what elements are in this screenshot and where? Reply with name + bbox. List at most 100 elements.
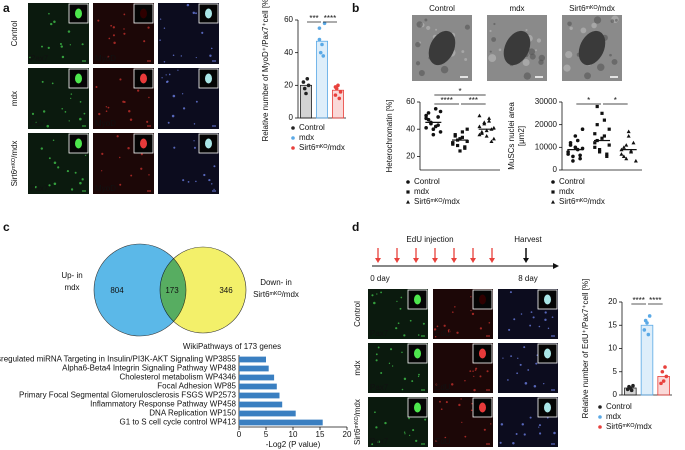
speckle (444, 436, 447, 439)
speckle (79, 101, 82, 103)
data-point (465, 127, 469, 131)
speckle (507, 379, 509, 381)
data-point (304, 91, 308, 96)
texture (493, 22, 496, 26)
bar (331, 89, 344, 119)
micrograph-grid: Control Pax7 EdU mdx Pax7 EdU Sirt6ᵐᴷᴼ/mdx Pax7… (353, 289, 558, 447)
data-point (631, 383, 635, 388)
data-point (489, 139, 494, 144)
speckle (195, 56, 197, 59)
speckle (440, 408, 443, 411)
speckle (524, 382, 528, 385)
speckle (119, 78, 122, 81)
venn-right (159, 246, 247, 334)
channel-label: MyoD (95, 54, 116, 63)
speckle (130, 174, 133, 177)
speckle (388, 362, 391, 365)
channel-label: Pax7 (30, 54, 49, 63)
speckle (434, 335, 437, 338)
inset-cell (140, 73, 147, 84)
speckle (107, 106, 110, 109)
inset-cell (140, 8, 147, 19)
speckle (40, 147, 43, 150)
inset-cell (479, 294, 486, 305)
speckle (473, 388, 476, 392)
legend-label: Control (606, 402, 632, 411)
bar (239, 410, 296, 417)
speckle (454, 306, 456, 308)
data-point (487, 119, 492, 123)
speckle (46, 124, 50, 128)
speckle (79, 181, 82, 185)
texture (614, 18, 618, 22)
channel-label: Pax7 (30, 184, 49, 193)
y-tick-label: 10 (608, 344, 617, 353)
texture (523, 72, 531, 80)
speckle (532, 316, 535, 319)
speckle (460, 398, 462, 400)
speckle (42, 110, 46, 113)
speckle (447, 330, 451, 333)
texture (522, 59, 530, 67)
data-point (305, 77, 310, 81)
speckle (396, 300, 398, 303)
data-point (318, 50, 323, 55)
channel-label: EdU (435, 329, 451, 338)
speckle (510, 355, 513, 358)
data-point (438, 130, 443, 134)
speckle (31, 112, 35, 115)
speckle (116, 135, 119, 138)
speckle (470, 409, 473, 412)
y-axis-label: [μm2] (517, 126, 526, 146)
speckle (47, 46, 50, 49)
data-point (463, 145, 467, 149)
speckle (486, 370, 489, 373)
significance-label: **** (324, 14, 336, 23)
legend-label: Sirt6ᵐᴷᴼ/mdx (299, 143, 345, 152)
texture (610, 19, 615, 23)
y-tick-label: 40 (284, 48, 293, 57)
speckle (469, 370, 472, 373)
speckle (146, 120, 149, 123)
speckle (399, 307, 402, 310)
y-tick-label: 15 (608, 320, 617, 329)
speckle (29, 56, 31, 59)
inset-cell (205, 73, 212, 84)
speckle (81, 43, 84, 46)
channel-label: MyoD (95, 184, 116, 193)
data-point (598, 148, 602, 152)
texture (525, 29, 528, 32)
data-point (664, 374, 669, 379)
venn-label: Up- in (61, 271, 82, 280)
data-point (626, 134, 631, 138)
speckle (521, 423, 524, 426)
speckle (422, 322, 425, 325)
column-label: Control (429, 4, 455, 13)
legend-label: mdx (559, 187, 574, 196)
data-point (460, 130, 464, 134)
speckle (101, 152, 104, 155)
panel-label: b (352, 1, 359, 15)
legend-label: Control (299, 123, 325, 132)
channel-label: EdU (435, 437, 451, 446)
speckle (502, 357, 504, 359)
x-tick-label: 15 (316, 430, 325, 439)
speckle (538, 424, 542, 427)
arrowhead (432, 258, 438, 263)
texture (488, 54, 497, 63)
venn-label: mdx (64, 283, 79, 292)
data-point (456, 138, 460, 142)
inset-cell (75, 8, 82, 19)
texture (498, 48, 502, 52)
speckle (177, 69, 179, 71)
y-tick-label: 20000 (535, 120, 558, 129)
speckle (435, 439, 438, 443)
speckle (195, 100, 198, 103)
speckle (201, 31, 204, 34)
x-tick-label: 20 (343, 430, 352, 439)
data-point (621, 154, 626, 158)
row-label: Control (10, 20, 19, 46)
speckle (107, 55, 110, 58)
texture (563, 64, 571, 72)
speckle (69, 44, 71, 46)
